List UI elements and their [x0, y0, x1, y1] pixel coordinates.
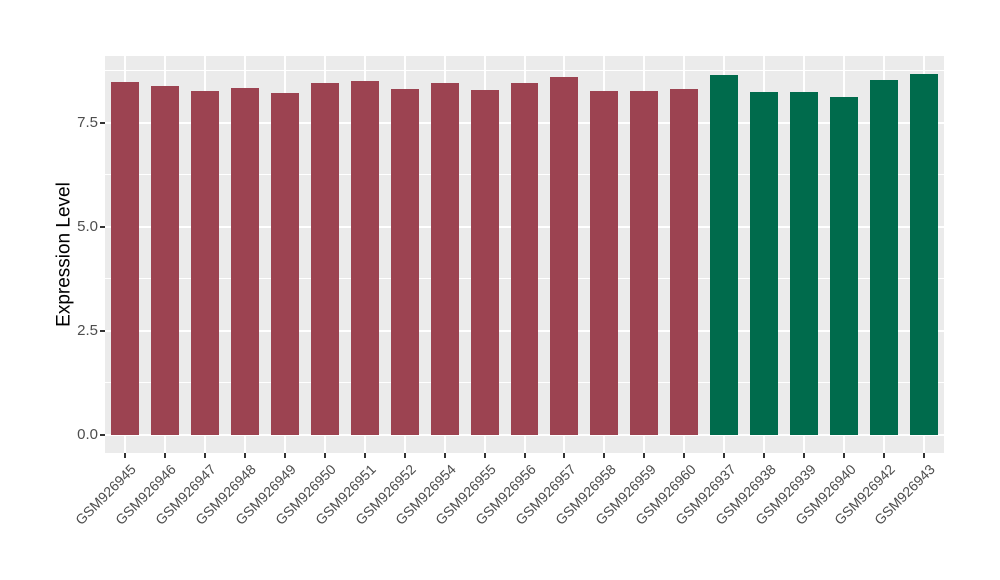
bar: [310, 83, 339, 435]
x-tick-mark: [523, 453, 526, 458]
x-tick-mark: [683, 453, 686, 458]
x-tick-mark: [243, 453, 246, 458]
y-tick-mark: [100, 329, 105, 332]
x-tick-mark: [123, 453, 126, 458]
bar: [670, 89, 699, 435]
x-tick-mark: [883, 453, 886, 458]
x-tick-mark: [843, 453, 846, 458]
y-tick-label: 7.5: [77, 114, 98, 132]
y-tick-label: 0.0: [77, 426, 98, 444]
x-tick-mark: [203, 453, 206, 458]
bar: [790, 92, 819, 435]
y-tick-label: 5.0: [77, 218, 98, 236]
y-axis-title: Expression Level: [53, 182, 75, 327]
x-tick-mark: [283, 453, 286, 458]
x-tick-mark: [483, 453, 486, 458]
bar: [230, 88, 259, 435]
x-tick-mark: [923, 453, 926, 458]
bar: [510, 83, 539, 435]
y-tick-label: 2.5: [77, 322, 98, 340]
x-tick-mark: [403, 453, 406, 458]
y-tick-mark: [100, 121, 105, 124]
x-tick-mark: [363, 453, 366, 458]
y-tick-mark: [100, 225, 105, 228]
x-tick-mark: [763, 453, 766, 458]
y-tick-mark: [100, 433, 105, 436]
bar: [910, 74, 938, 435]
bar: [270, 93, 299, 435]
bar: [430, 83, 459, 435]
bar: [390, 89, 419, 435]
x-tick-mark: [603, 453, 606, 458]
bar: [190, 90, 219, 435]
x-tick-mark: [443, 453, 446, 458]
bar: [710, 75, 739, 435]
bar: [590, 91, 619, 435]
bar: [550, 76, 579, 435]
x-tick-mark: [803, 453, 806, 458]
x-tick-mark: [323, 453, 326, 458]
bar: [870, 80, 899, 435]
bar: [830, 96, 859, 435]
bar: [630, 90, 659, 435]
bar: [350, 81, 379, 435]
x-tick-mark: [163, 453, 166, 458]
bar: [150, 85, 179, 435]
plot-panel: [105, 56, 944, 453]
bar: [110, 81, 139, 435]
x-tick-mark: [723, 453, 726, 458]
x-tick-mark: [563, 453, 566, 458]
bar: [750, 92, 779, 435]
x-tick-mark: [643, 453, 646, 458]
bar: [470, 89, 499, 435]
